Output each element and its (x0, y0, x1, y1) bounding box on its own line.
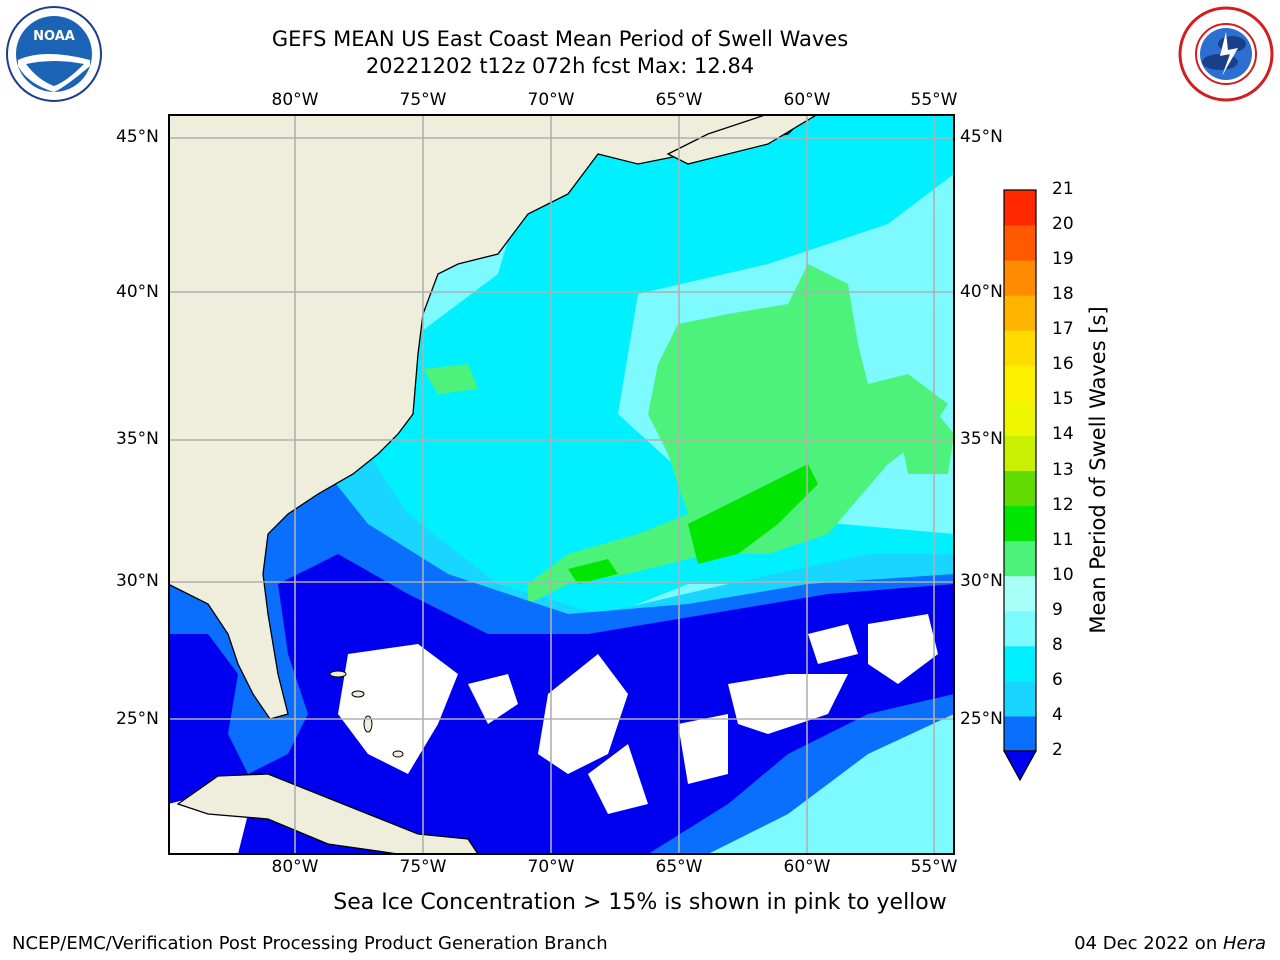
colorbar-tick-label: 11 (1052, 529, 1074, 550)
land-cuba (176, 773, 479, 854)
colorbar-cell (1004, 470, 1036, 507)
colorbar-cell (1004, 295, 1036, 331)
lon-label-bottom: 55°W (910, 857, 958, 877)
lon-label-top: 75°W (399, 90, 447, 110)
lon-label-top: 55°W (910, 90, 958, 110)
chart-subtitle: 20221202 t12z 072h fcst Max: 12.84 (365, 54, 755, 78)
colorbar-tick-label: 16 (1052, 354, 1074, 375)
lon-label-top: 70°W (527, 90, 575, 110)
period-zone-10to11 (568, 559, 618, 584)
colorbar-cell (1004, 260, 1036, 296)
period-zone-9to10 (423, 364, 478, 394)
land-north-america (168, 114, 809, 720)
period-zone-9to10 (898, 414, 954, 474)
lat-label-left: 45°N (116, 127, 159, 147)
colorbar-cell (1004, 610, 1036, 647)
colorbar-tick-label: 8 (1052, 634, 1063, 655)
period-zone-6to8 (328, 114, 954, 624)
lat-label-right: 35°N (960, 429, 1003, 449)
chart-title: GEFS MEAN US East Coast Mean Period of S… (271, 27, 849, 51)
no-data-patches (168, 614, 938, 854)
nws-logo (1178, 6, 1274, 102)
colorbar-tick-label: 19 (1052, 249, 1074, 270)
map-panel (168, 114, 955, 855)
lat-label-left: 30°N (116, 571, 159, 591)
colorbar-cell (1004, 575, 1036, 612)
colorbar-cell (1004, 435, 1036, 471)
footer-credit: NCEP/EMC/Verification Post Processing Pr… (12, 933, 608, 954)
colorbar-tick-label: 15 (1052, 389, 1074, 410)
colorbar-cell (1004, 400, 1036, 436)
colorbar-tick-label: 13 (1052, 459, 1074, 480)
colorbar-cell (1004, 505, 1036, 542)
noaa-logo: NOAA (6, 6, 102, 102)
lon-label-top: 60°W (783, 90, 831, 110)
footer-host: Hera (1222, 933, 1266, 954)
colorbar-tick-label: 14 (1052, 424, 1074, 445)
noaa-logo-text: NOAA (33, 29, 75, 44)
colorbar-tick-label: 20 (1052, 214, 1074, 235)
colorbar-cell (1004, 680, 1036, 717)
lon-label-bottom: 80°W (271, 857, 319, 877)
colorbar-tick-label: 2 (1052, 740, 1063, 760)
colorbar-title: Mean Period of Swell Waves [s] (1086, 306, 1110, 634)
lon-label-bottom: 70°W (527, 857, 575, 877)
lon-label-bottom: 65°W (655, 857, 703, 877)
land-bahamas (329, 670, 404, 758)
period-zone-9to10 (528, 264, 948, 604)
colorbar-tick-label: 12 (1052, 494, 1074, 515)
colorbar-cell (1004, 540, 1036, 577)
colorbar-cell (1004, 330, 1036, 366)
colorbar-tick-label: 18 (1052, 284, 1074, 305)
lat-label-right: 45°N (960, 127, 1003, 147)
colorbar-cell (1004, 225, 1036, 261)
colorbar (1002, 189, 1038, 782)
colorbar-tick-label: 17 (1052, 319, 1074, 340)
colorbar-tick-label: 21 (1052, 179, 1074, 199)
lon-label-bottom: 60°W (783, 857, 831, 877)
colorbar-cell (1004, 645, 1036, 682)
colorbar-under-arrow (1002, 750, 1038, 782)
land-maritimes (666, 114, 820, 165)
footer-date: 04 Dec 2022 on Hera (1074, 933, 1266, 954)
map-frame (168, 114, 955, 855)
footer-date-text: 04 Dec 2022 on (1074, 933, 1223, 954)
colorbar-tick-label: 9 (1052, 599, 1063, 620)
map-gridlines (168, 114, 954, 854)
lat-label-right: 40°N (960, 282, 1003, 302)
colorbar-cell (1004, 715, 1036, 752)
sea-ice-note: Sea Ice Concentration > 15% is shown in … (333, 890, 947, 915)
lat-label-left: 35°N (116, 429, 159, 449)
lat-label-left: 40°N (116, 282, 159, 302)
lon-label-bottom: 75°W (399, 857, 447, 877)
lon-label-top: 80°W (271, 90, 319, 110)
colorbar-tick-label: 4 (1052, 704, 1063, 725)
period-zone-10to11 (688, 464, 818, 564)
colorbar-cell (1004, 365, 1036, 401)
lon-label-top: 65°W (655, 90, 703, 110)
colorbar-tick-label: 10 (1052, 564, 1074, 585)
colorbar-tick-label: 6 (1052, 669, 1063, 690)
colorbar-cell (1004, 190, 1036, 226)
colorbar-frame (1003, 189, 1037, 752)
lat-label-right: 30°N (960, 571, 1003, 591)
lat-label-left: 25°N (116, 709, 159, 729)
lat-label-right: 25°N (960, 709, 1003, 729)
